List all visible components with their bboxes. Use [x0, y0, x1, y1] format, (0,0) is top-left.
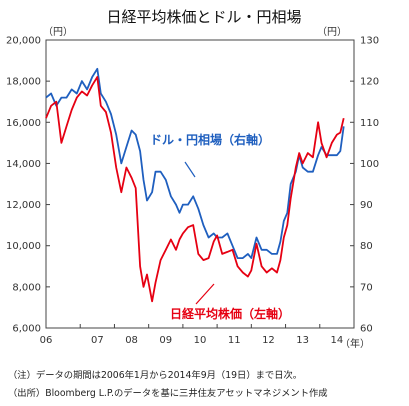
x-axis-tick-label: 13	[296, 335, 309, 346]
right-axis-tick-label: 100	[360, 159, 379, 170]
plot-frame	[45, 39, 355, 329]
left-axis-tick-label: 16,000	[6, 118, 41, 129]
left-axis-tick-label: 10,000	[6, 241, 41, 252]
right-axis-tick-label: 60	[360, 324, 373, 335]
left-axis-tick-label: 18,000	[6, 77, 41, 88]
x-axis-tick-label: 09	[159, 335, 172, 346]
nikkei-annotation-pointer	[195, 283, 215, 305]
nikkei-annotation: 日経平均株価（左軸）	[170, 306, 290, 321]
x-axis-tick-label: 10	[194, 335, 207, 346]
left-axis-tick-label: 8,000	[12, 282, 41, 293]
x-axis-tick-label: 07	[91, 335, 104, 346]
note-source: （出所）Bloomberg L.P.のデータを基に三井住友アセットマネジメント作…	[8, 387, 328, 399]
usdjpy-annotation: ドル・円相場（右軸）	[150, 132, 270, 147]
nikkei-series-line	[45, 76, 345, 303]
left-axis-tick-label: 14,000	[6, 159, 41, 170]
x-axis-tick-label: 08	[125, 335, 138, 346]
x-axis-tick-label: 12	[262, 335, 275, 346]
right-axis-tick-label: 80	[360, 241, 373, 252]
left-axis-tick-label: 20,000	[6, 36, 41, 47]
right-axis-unit: （円）	[317, 26, 347, 38]
chart-title: 日経平均株価とドル・円相場	[106, 8, 301, 26]
left-axis-tick-label: 12,000	[6, 200, 41, 211]
right-axis-tick-label: 110	[360, 118, 379, 129]
right-axis-tick-label: 70	[360, 282, 373, 293]
x-axis-tick-label: 11	[228, 335, 241, 346]
right-axis-tick-label: 130	[360, 36, 379, 47]
note-period: （注）データの期間は2006年1月から2014年9月（19日）まで日次。	[8, 369, 302, 381]
left-axis-unit: （円）	[43, 26, 73, 38]
left-axis-tick-label: 6,000	[12, 324, 41, 335]
usdjpy-annotation-pointer	[184, 161, 196, 178]
x-axis-tick-label: 06	[40, 335, 53, 346]
x-axis-unit: （年）	[340, 337, 370, 350]
x-axis-tick-label: 14	[331, 335, 344, 346]
right-axis-tick-label: 90	[360, 200, 373, 211]
right-axis-tick-label: 120	[360, 77, 379, 88]
